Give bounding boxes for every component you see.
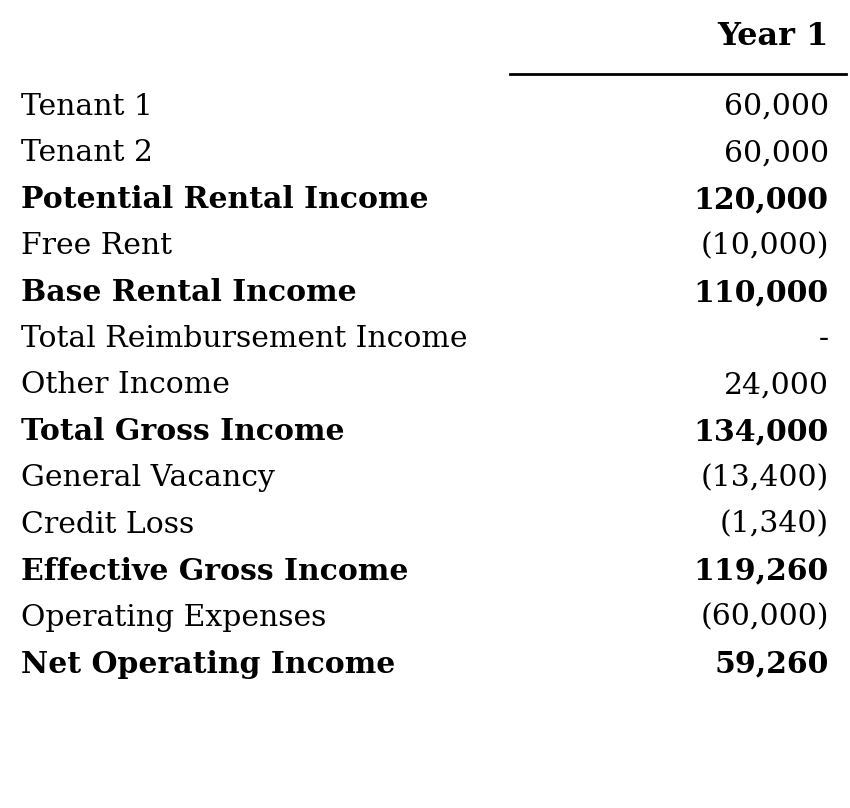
Text: General Vacancy: General Vacancy xyxy=(21,465,275,492)
Text: (60,000): (60,000) xyxy=(700,604,829,632)
Text: 119,260: 119,260 xyxy=(694,557,829,586)
Text: Credit Loss: Credit Loss xyxy=(21,511,195,539)
Text: Year 1: Year 1 xyxy=(717,21,829,52)
Text: (10,000): (10,000) xyxy=(700,232,829,260)
Text: Potential Rental Income: Potential Rental Income xyxy=(21,185,428,214)
Text: Tenant 1: Tenant 1 xyxy=(21,93,153,120)
Text: 59,260: 59,260 xyxy=(714,650,829,679)
Text: Net Operating Income: Net Operating Income xyxy=(21,650,395,679)
Text: 120,000: 120,000 xyxy=(694,185,829,214)
Text: 24,000: 24,000 xyxy=(723,372,829,399)
Text: -: - xyxy=(819,325,829,353)
Text: 134,000: 134,000 xyxy=(694,418,829,446)
Text: Operating Expenses: Operating Expenses xyxy=(21,604,326,632)
Text: 60,000: 60,000 xyxy=(723,139,829,167)
Text: Other Income: Other Income xyxy=(21,372,230,399)
Text: Free Rent: Free Rent xyxy=(21,232,173,260)
Text: Tenant 2: Tenant 2 xyxy=(21,139,153,167)
Text: 60,000: 60,000 xyxy=(723,93,829,120)
Text: 110,000: 110,000 xyxy=(694,278,829,307)
Text: (13,400): (13,400) xyxy=(700,465,829,492)
Text: Effective Gross Income: Effective Gross Income xyxy=(21,557,409,586)
Text: Base Rental Income: Base Rental Income xyxy=(21,278,357,307)
Text: Total Reimbursement Income: Total Reimbursement Income xyxy=(21,325,468,353)
Text: Total Gross Income: Total Gross Income xyxy=(21,418,345,446)
Text: (1,340): (1,340) xyxy=(720,511,829,539)
